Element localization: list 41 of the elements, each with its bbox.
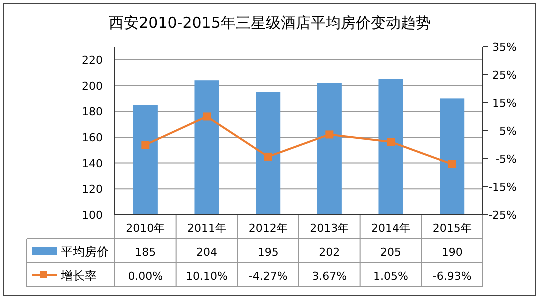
- y-tick-label: 100: [82, 209, 103, 222]
- y-tick-label: 120: [82, 183, 103, 196]
- y2-tick-label: 35%: [492, 41, 517, 54]
- point: [387, 138, 395, 146]
- chart-title: 西安2010-2015年三星级酒店平均房价变动趋势: [109, 14, 431, 32]
- data-label: 1.05%: [374, 270, 408, 283]
- y-tick-label: 200: [82, 80, 103, 93]
- data-label: 190: [442, 246, 463, 259]
- legend-label: 增长率: [60, 269, 97, 283]
- y2-tick-label: 15%: [492, 97, 517, 110]
- data-label: -4.27%: [248, 270, 288, 283]
- data-label: 10.10%: [186, 270, 228, 283]
- point: [264, 152, 272, 161]
- x-tick-label: 2012年: [248, 222, 288, 235]
- x-tick-label: 2015年: [432, 222, 472, 235]
- data-label: 195: [258, 246, 279, 259]
- y-tick-label: 180: [82, 106, 103, 119]
- data-label: 3.67%: [312, 270, 348, 283]
- x-tick-label: 2013年: [310, 222, 350, 235]
- data-label: -6.93%: [432, 270, 472, 283]
- y2-tick-label: 25%: [492, 69, 517, 82]
- data-label: 204: [196, 246, 218, 259]
- data-label: 0.00%: [128, 270, 164, 283]
- data-label: 185: [135, 246, 156, 259]
- y-tick-label: 160: [82, 131, 103, 144]
- y2-tick-label: -15%: [488, 181, 517, 194]
- legend-label: 平均房价: [61, 245, 109, 259]
- point: [203, 112, 211, 121]
- x-tick-label: 2011年: [188, 222, 226, 235]
- y2-tick-label: 5%: [500, 125, 517, 138]
- data-label: 202: [319, 246, 340, 259]
- point: [448, 160, 456, 168]
- x-tick-label: 2014年: [372, 222, 410, 235]
- data-label: 205: [380, 246, 402, 259]
- y2-tick-label: -25%: [488, 209, 517, 222]
- point: [142, 141, 150, 149]
- y2-tick-label: -5%: [496, 153, 517, 166]
- point: [326, 130, 334, 139]
- y-tick-label: 140: [82, 157, 103, 170]
- y-tick-label: 220: [82, 54, 103, 67]
- x-tick-label: 2010年: [126, 222, 166, 235]
